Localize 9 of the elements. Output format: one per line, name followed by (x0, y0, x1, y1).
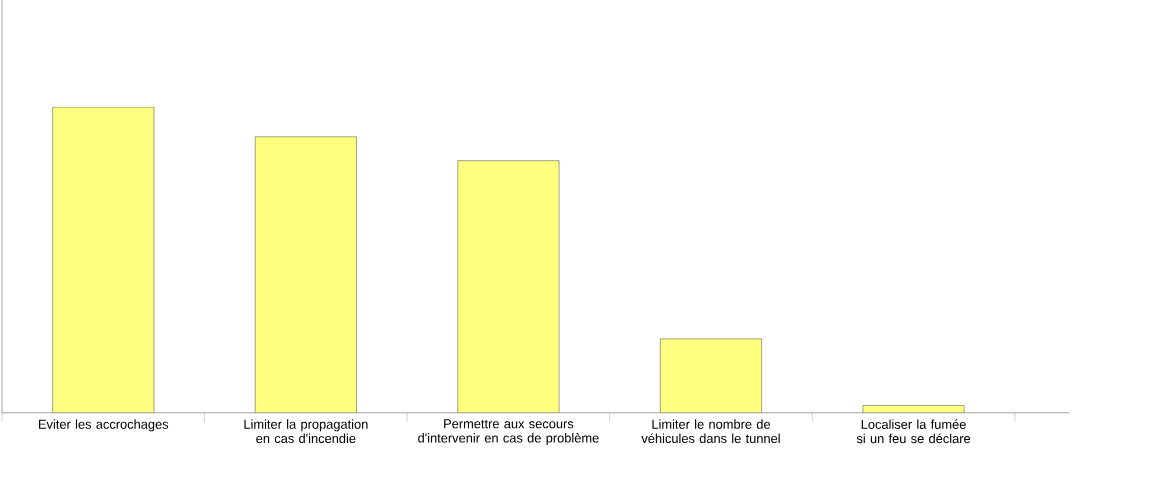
x-tick-label: Permettre aux secours d'intervenir en cas de problème (418, 419, 599, 446)
bar (660, 339, 762, 414)
x-tick-label: Limiter la propagation en cas d'incendie (244, 419, 368, 444)
x-tick-label: Eviter les accrochages (39, 419, 169, 432)
x-tick-label: Localiser la fumée si un feu se déclare (856, 419, 971, 444)
bar (52, 107, 154, 414)
bar (255, 137, 357, 414)
bar (457, 160, 560, 414)
x-tick-label: Limiter le nombre de véhicules dans le tunnel (641, 419, 780, 444)
